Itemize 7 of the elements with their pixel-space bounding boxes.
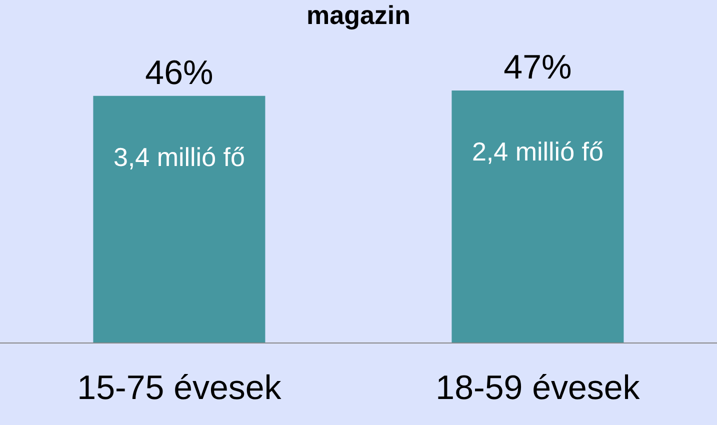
x-tick-label: 18-59 évesek bbox=[436, 369, 641, 408]
annotation: 2,4 millió fő bbox=[472, 136, 604, 166]
chart-title: magazin bbox=[305, 0, 412, 30]
data-label: 46% bbox=[145, 54, 214, 92]
x-tick-label: 15-75 évesek bbox=[77, 369, 282, 408]
annotation: 3,4 millió fő bbox=[113, 142, 245, 172]
data-label: 47% bbox=[504, 48, 572, 86]
